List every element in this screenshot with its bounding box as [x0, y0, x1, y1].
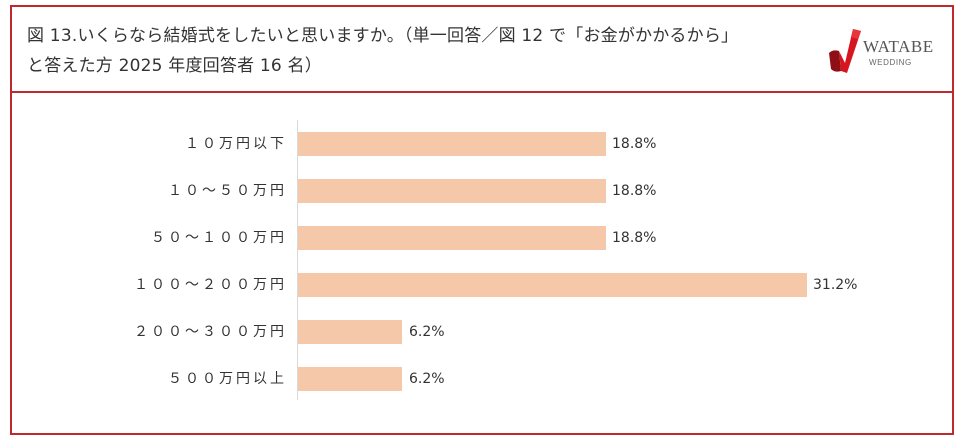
- check-mark-logo-icon: [829, 29, 861, 73]
- category-axis: [297, 120, 298, 400]
- title-line-2: と答えた方 2025 年度回答者 16 名）: [27, 56, 322, 76]
- bar-chart: １０万円以下 18.8% １０～５０万円 18.8% ５０～１００万円 18.8…: [12, 93, 952, 433]
- value-label: 18.8%: [612, 183, 657, 199]
- category-label: １００～２００万円: [134, 277, 287, 293]
- value-label: 31.2%: [813, 277, 858, 293]
- logo-sub: WEDDING: [869, 58, 912, 67]
- bar: [298, 226, 606, 250]
- chart-header: 図 13.いくらなら結婚式をしたいと思いますか。（単一回答／図 12 で「お金が…: [12, 7, 952, 93]
- bar: [298, 273, 807, 297]
- bar-row: １０万円以下 18.8%: [12, 132, 952, 156]
- chart-title: 図 13.いくらなら結婚式をしたいと思いますか。（単一回答／図 12 で「お金が…: [27, 21, 817, 81]
- value-label: 6.2%: [409, 371, 445, 387]
- bar-row: １００～２００万円 31.2%: [12, 273, 952, 297]
- watabe-wedding-logo: WATABE WEDDING: [827, 27, 937, 77]
- value-label: 18.8%: [612, 136, 657, 152]
- logo-name: WATABE: [863, 37, 934, 56]
- bar: [298, 320, 402, 344]
- value-label: 18.8%: [612, 230, 657, 246]
- bar: [298, 132, 606, 156]
- bar: [298, 367, 402, 391]
- title-line-1: 図 13.いくらなら結婚式をしたいと思いますか。（単一回答／図 12 で「お金が…: [27, 26, 739, 46]
- value-label: 6.2%: [409, 324, 445, 340]
- bar-row: １０～５０万円 18.8%: [12, 179, 952, 203]
- bar-row: ５０～１００万円 18.8%: [12, 226, 952, 250]
- bar-row: ２００～３００万円 6.2%: [12, 320, 952, 344]
- category-label: １０～５０万円: [168, 183, 287, 199]
- category-label: ５０～１００万円: [151, 230, 287, 246]
- category-label: ２００～３００万円: [134, 324, 287, 340]
- category-label: １０万円以下: [185, 136, 287, 152]
- bar-row: ５００万円以上 6.2%: [12, 367, 952, 391]
- bar: [298, 179, 606, 203]
- category-label: ５００万円以上: [168, 371, 287, 387]
- chart-frame: 図 13.いくらなら結婚式をしたいと思いますか。（単一回答／図 12 で「お金が…: [10, 5, 954, 435]
